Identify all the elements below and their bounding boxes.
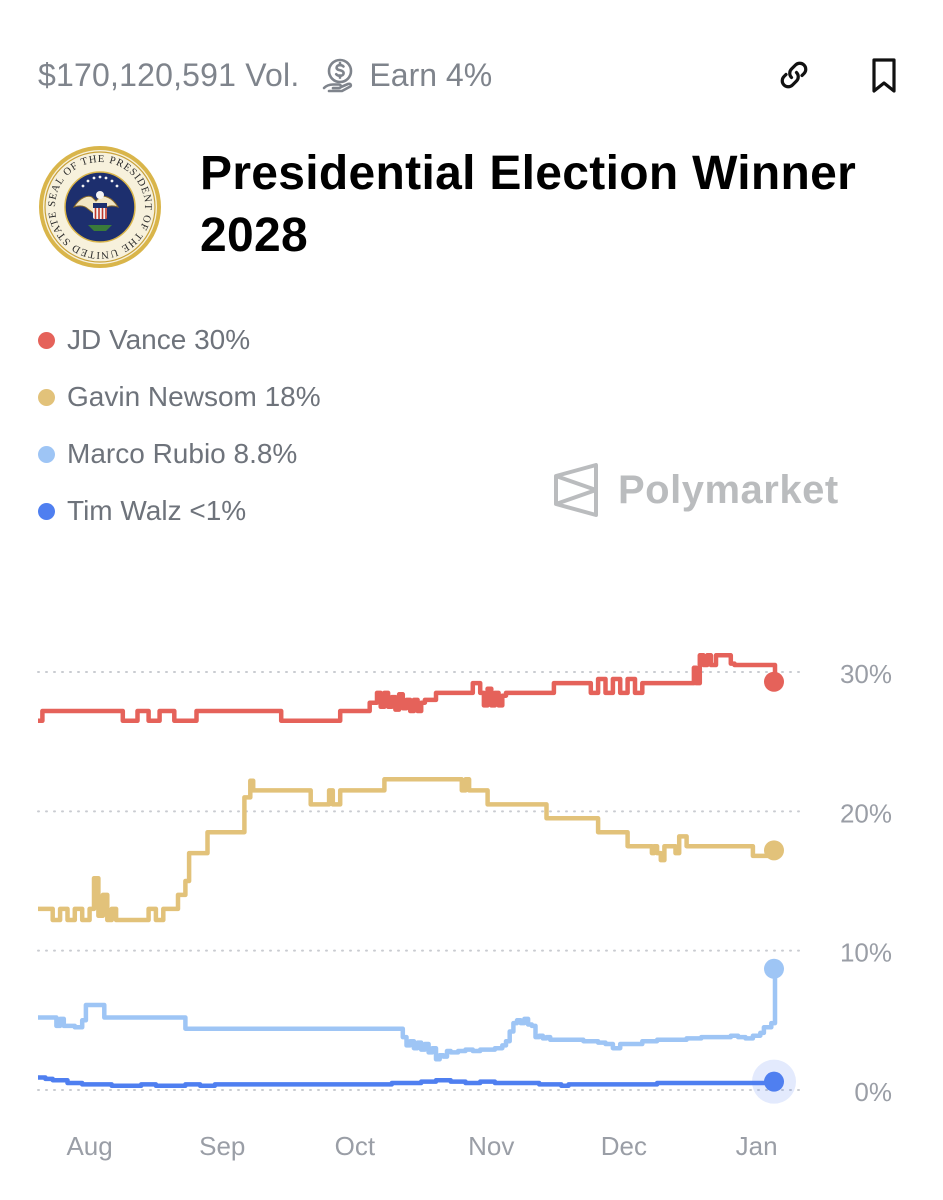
bookmark-icon <box>872 58 896 93</box>
endpoint-marker-jd-vance <box>764 671 784 692</box>
top-bar: $170,120,591 Vol. Earn 4% <box>38 52 904 98</box>
polymarket-watermark: Polymarket <box>552 462 839 518</box>
polymarket-logo-icon <box>554 463 598 517</box>
x-tick-label: Dec <box>601 1131 647 1161</box>
bookmark-button[interactable] <box>864 55 904 95</box>
watermark-brand: Polymarket <box>618 467 839 512</box>
x-tick-label: Oct <box>335 1131 376 1161</box>
x-tick-label: Aug <box>66 1131 112 1161</box>
top-actions <box>774 52 904 98</box>
x-tick-label: Jan <box>736 1131 778 1161</box>
link-icon <box>780 61 808 89</box>
y-tick-label: 20% <box>840 798 892 828</box>
series-line-marco-rubio <box>38 968 778 1062</box>
endpoint-marker-gavin-newsom <box>764 840 784 861</box>
price-history-chart[interactable]: 0% 10% 20% 30% Aug Sep Oct Nov Dec Jan <box>0 600 943 1180</box>
endpoint-marker-tim-walz <box>764 1071 784 1092</box>
series-line-tim-walz <box>38 1075 778 1089</box>
copy-link-button[interactable] <box>774 55 814 95</box>
x-tick-label: Nov <box>468 1131 514 1161</box>
legend-item-newsom: Gavin Newsom 18% <box>38 375 321 419</box>
legend-label: Gavin Newsom 18% <box>67 381 321 412</box>
legend-dot <box>38 388 55 406</box>
chart-legend: JD Vance 30% Gavin Newsom 18% Marco Rubi… <box>38 318 321 546</box>
legend-item-walz: Tim Walz <1% <box>38 489 321 533</box>
x-tick-label: Sep <box>199 1131 245 1161</box>
y-tick-label: 30% <box>840 659 892 689</box>
market-title: Presidential Election Winner 2028 <box>200 147 857 262</box>
y-tick-label: 0% <box>854 1077 892 1107</box>
legend-label: Tim Walz <1% <box>67 495 247 526</box>
earn-rewards[interactable]: Earn 4% <box>321 56 492 94</box>
presidential-seal-icon: SEAL OF THE PRESIDENT OF THE UNITED STAT… <box>38 145 161 268</box>
legend-item-rubio: Marco Rubio 8.8% <box>38 432 321 476</box>
legend-item-vance: JD Vance 30% <box>38 318 321 362</box>
legend-label: JD Vance 30% <box>67 324 251 355</box>
endpoint-marker-marco-rubio <box>764 958 784 979</box>
legend-dot <box>38 331 55 349</box>
legend-label: Marco Rubio 8.8% <box>67 438 298 469</box>
series-line-jd-vance <box>38 653 778 724</box>
legend-dot <box>38 502 55 520</box>
volume-text: $170,120,591 Vol. <box>38 56 300 93</box>
y-tick-label: 10% <box>840 938 892 968</box>
dollar-circle-icon <box>323 58 353 93</box>
legend-dot <box>38 445 55 463</box>
earn-label: Earn 4% <box>369 56 493 93</box>
series-line-gavin-newsom <box>38 777 778 923</box>
